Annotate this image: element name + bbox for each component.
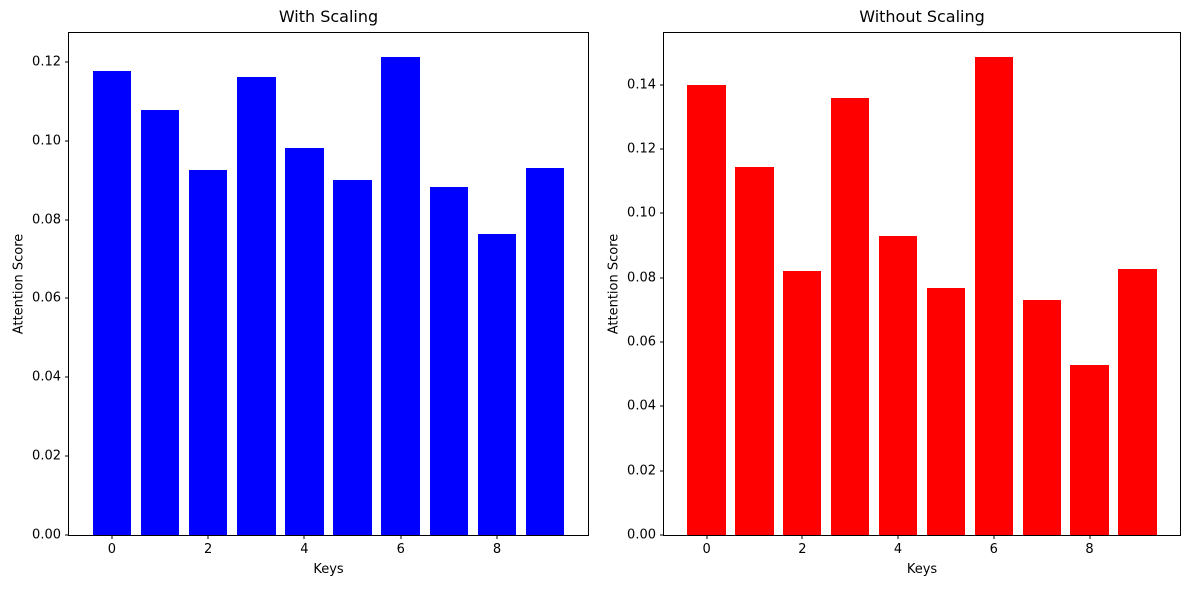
- x-tick-label: 6: [396, 542, 405, 557]
- x-tick-label: 8: [492, 542, 502, 557]
- y-tick-mark: [660, 470, 664, 472]
- x-tick-mark: [801, 535, 803, 539]
- x-tick-label: 6: [989, 542, 998, 557]
- y-tick-label: 0.00: [627, 527, 656, 543]
- chart-title: Without Scaling: [859, 7, 985, 26]
- x-tick-label: 4: [300, 542, 309, 557]
- y-tick-label: 0.06: [32, 290, 61, 306]
- bar-key-3: [237, 76, 276, 535]
- x-tick-mark: [111, 535, 113, 539]
- y-tick-mark: [660, 148, 664, 150]
- chart-axes-with-scaling: With Scaling Keys Attention Score 0.00 0.…: [12, 8, 589, 577]
- bar-key-1: [140, 110, 180, 535]
- y-tick-label: 0.04: [32, 369, 61, 385]
- y-tick-mark: [65, 61, 69, 63]
- bar-key-7: [1022, 300, 1061, 535]
- y-tick-label: 0.12: [32, 54, 61, 70]
- x-tick-mark: [207, 535, 209, 539]
- bar-key-4: [285, 148, 324, 535]
- y-tick-mark: [660, 341, 664, 343]
- y-tick-mark: [660, 405, 664, 407]
- y-tick-mark: [65, 534, 69, 536]
- bar-key-2: [188, 170, 228, 535]
- x-tick-mark: [706, 535, 708, 539]
- y-tick-mark: [65, 219, 69, 221]
- x-tick-label: 0: [107, 542, 116, 557]
- x-tick-label: 2: [798, 542, 807, 557]
- bar-key-6: [974, 56, 1013, 535]
- y-tick-label: 0.08: [627, 270, 656, 286]
- y-tick-label: 0.02: [32, 448, 61, 464]
- x-tick-mark: [496, 535, 498, 539]
- x-tick-mark: [1089, 535, 1091, 539]
- y-tick-mark: [660, 534, 664, 536]
- y-tick-mark: [660, 84, 664, 86]
- y-tick-mark: [660, 277, 664, 279]
- x-axis-label: Keys: [313, 562, 344, 577]
- bar-key-9: [525, 167, 565, 535]
- x-tick-label: 2: [203, 542, 213, 557]
- y-tick-mark: [660, 212, 664, 214]
- x-tick-label: 0: [702, 542, 711, 557]
- bar-key-2: [783, 271, 822, 535]
- y-tick-label: 0.06: [627, 334, 656, 350]
- x-tick-mark: [303, 535, 305, 539]
- y-tick-mark: [65, 376, 69, 378]
- y-tick-label: 0.00: [32, 527, 61, 543]
- bar-key-6: [381, 57, 420, 535]
- bar-key-4: [878, 236, 918, 535]
- x-tick-label: 4: [893, 542, 903, 557]
- y-tick-label: 0.10: [627, 205, 656, 221]
- y-tick-mark: [65, 455, 69, 457]
- y-tick-label: 0.02: [627, 463, 656, 479]
- y-axis-label: Attention Score: [11, 233, 27, 335]
- x-tick-mark: [897, 535, 899, 539]
- bar-key-5: [926, 288, 966, 535]
- y-tick-label: 0.10: [32, 133, 61, 149]
- y-tick-label: 0.14: [627, 77, 656, 93]
- chart-axes-without-scaling: Without Scaling Keys Attention Score 0.0…: [607, 8, 1181, 577]
- bar-key-7: [429, 186, 469, 535]
- y-tick-mark: [65, 140, 69, 142]
- bar-key-5: [333, 179, 372, 535]
- y-tick-label: 0.08: [32, 212, 61, 228]
- y-tick-mark: [65, 297, 69, 299]
- bar-key-0: [92, 70, 132, 535]
- bar-key-1: [735, 167, 774, 535]
- x-tick-mark: [400, 535, 402, 539]
- x-tick-mark: [993, 535, 995, 539]
- y-axis-label: Attention Score: [606, 233, 622, 335]
- bar-key-8: [1070, 364, 1109, 535]
- bar-key-8: [477, 234, 517, 535]
- x-tick-label: 8: [1085, 542, 1094, 557]
- bar-key-0: [687, 85, 726, 535]
- bar-key-3: [831, 97, 870, 535]
- x-axis-label: Keys: [906, 562, 938, 577]
- chart-title: With Scaling: [278, 7, 379, 26]
- bar-key-9: [1118, 269, 1157, 535]
- y-tick-label: 0.12: [627, 141, 656, 157]
- y-tick-label: 0.04: [627, 398, 656, 414]
